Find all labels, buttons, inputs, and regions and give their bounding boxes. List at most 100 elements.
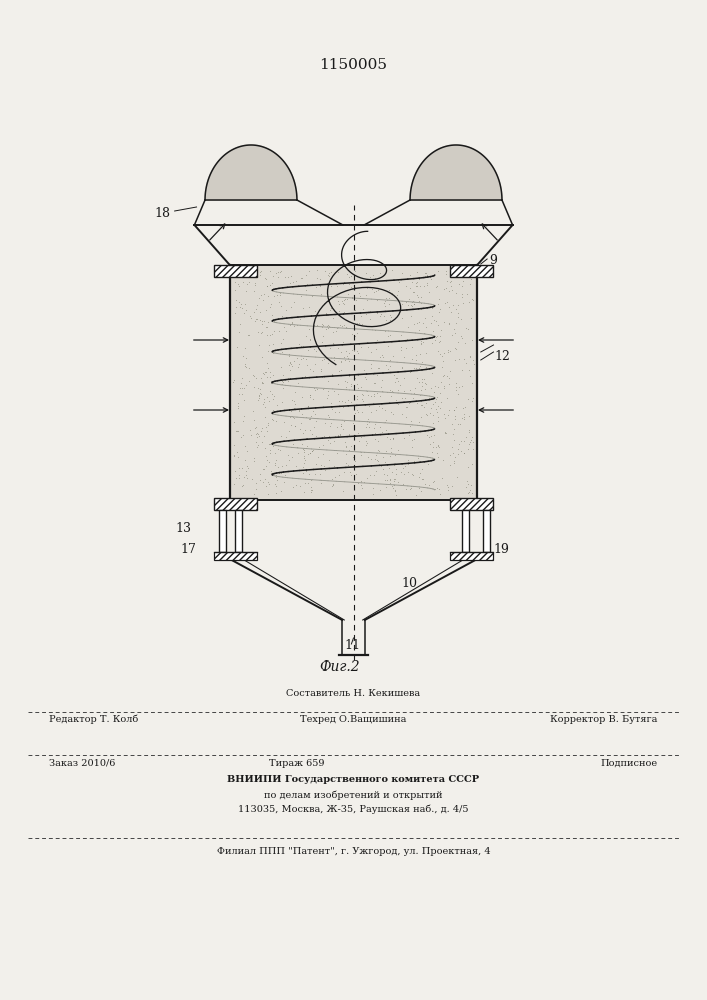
Point (288, 294, 300, 310)
Point (411, 370, 423, 386)
Point (462, 476, 474, 492)
Point (463, 441, 474, 457)
Point (291, 317, 303, 333)
Point (428, 312, 440, 328)
Point (325, 395, 337, 411)
Point (425, 422, 436, 438)
Point (308, 341, 320, 357)
Point (382, 328, 394, 344)
Point (433, 438, 444, 454)
Point (292, 350, 303, 366)
Point (341, 379, 352, 395)
Point (397, 310, 408, 326)
Point (276, 279, 288, 295)
Point (268, 323, 279, 339)
Point (468, 352, 479, 368)
Point (300, 267, 312, 283)
Point (395, 300, 406, 316)
Point (276, 344, 288, 360)
Point (387, 464, 398, 480)
Point (290, 418, 301, 434)
Point (426, 315, 437, 331)
Point (378, 295, 390, 311)
Point (261, 355, 272, 371)
Point (390, 471, 401, 487)
Point (264, 442, 275, 458)
Point (283, 423, 294, 439)
Point (284, 409, 296, 425)
Point (401, 399, 412, 415)
Point (241, 267, 252, 283)
Point (416, 374, 427, 390)
Point (305, 484, 317, 500)
Point (327, 471, 338, 487)
Point (439, 424, 450, 440)
Point (235, 299, 246, 315)
Point (385, 404, 397, 420)
Point (373, 398, 385, 414)
Point (228, 372, 240, 388)
Point (443, 342, 454, 358)
Point (364, 311, 375, 327)
Point (256, 420, 267, 436)
Point (232, 423, 243, 439)
Text: Филиал ППП "Патент", г. Ужгород, ул. Проектная, 4: Филиал ППП "Патент", г. Ужгород, ул. Про… (216, 847, 491, 856)
Point (435, 394, 446, 410)
Point (304, 331, 315, 347)
Point (435, 486, 446, 502)
Point (457, 400, 469, 416)
Point (327, 368, 338, 384)
Point (377, 383, 388, 399)
Point (432, 409, 443, 425)
Point (445, 278, 456, 294)
Point (361, 416, 373, 432)
Point (297, 350, 308, 366)
Point (344, 426, 355, 442)
Point (387, 478, 398, 494)
Text: Корректор В. Бутяга: Корректор В. Бутяга (550, 715, 658, 724)
Point (351, 315, 363, 331)
Point (396, 360, 407, 376)
Point (411, 352, 422, 368)
Point (240, 467, 252, 483)
Point (410, 360, 421, 376)
Point (284, 362, 296, 378)
Point (300, 282, 312, 298)
Point (230, 463, 241, 479)
Point (296, 415, 307, 431)
Point (350, 466, 361, 482)
Point (354, 285, 365, 301)
Point (443, 370, 455, 386)
Point (315, 271, 326, 287)
Point (240, 356, 251, 372)
Point (447, 297, 458, 313)
Point (317, 369, 328, 385)
Point (257, 375, 268, 391)
Point (438, 368, 449, 384)
Point (271, 472, 283, 488)
Point (356, 308, 367, 324)
Point (325, 340, 336, 356)
Point (429, 378, 440, 394)
Point (344, 276, 355, 292)
Point (240, 266, 251, 282)
Point (304, 445, 315, 461)
Point (278, 374, 289, 390)
Point (353, 345, 364, 361)
Text: Подписное: Подписное (600, 759, 658, 768)
Point (231, 444, 243, 460)
Point (264, 277, 276, 293)
Point (233, 294, 245, 310)
Point (303, 398, 314, 414)
Point (432, 317, 443, 333)
Point (433, 413, 444, 429)
Point (467, 485, 478, 501)
Point (356, 404, 368, 420)
Point (264, 436, 276, 452)
Point (354, 315, 365, 331)
Point (304, 389, 315, 405)
Point (230, 292, 242, 308)
Point (340, 455, 351, 471)
Point (428, 407, 439, 423)
Point (250, 426, 262, 442)
